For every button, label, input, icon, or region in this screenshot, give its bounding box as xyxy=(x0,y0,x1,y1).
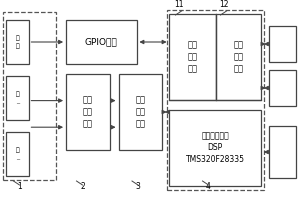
Text: 信号
调理
单元: 信号 调理 单元 xyxy=(83,96,93,128)
Text: 2: 2 xyxy=(80,182,85,191)
Text: 信号
采样
单元: 信号 采样 单元 xyxy=(135,96,145,128)
Bar xyxy=(66,20,136,64)
Text: 信号
分析
单元: 信号 分析 单元 xyxy=(233,41,244,73)
Text: 度
器: 度 器 xyxy=(15,35,19,49)
Text: 互
_: 互 _ xyxy=(15,92,19,104)
Text: GPIO设置: GPIO设置 xyxy=(85,38,118,46)
Text: 互
_: 互 _ xyxy=(15,148,19,160)
Bar xyxy=(268,26,296,62)
Bar xyxy=(6,20,28,64)
Bar xyxy=(216,14,261,100)
Bar xyxy=(268,70,296,106)
Text: 嵌入式处理器
DSP
TMS320F28335: 嵌入式处理器 DSP TMS320F28335 xyxy=(186,132,245,164)
Text: 11: 11 xyxy=(174,0,183,9)
Text: 12: 12 xyxy=(219,0,228,9)
Bar xyxy=(268,126,296,178)
Bar xyxy=(169,110,261,186)
Bar xyxy=(6,76,28,120)
Text: 3: 3 xyxy=(136,182,140,191)
Bar xyxy=(6,132,28,176)
Bar xyxy=(3,12,56,180)
Bar xyxy=(66,74,110,150)
Text: 4: 4 xyxy=(206,182,211,191)
Bar xyxy=(118,74,162,150)
Bar xyxy=(167,10,264,190)
Text: 1: 1 xyxy=(17,182,22,191)
Bar xyxy=(169,14,216,100)
Text: 信号
处理
单元: 信号 处理 单元 xyxy=(188,41,198,73)
